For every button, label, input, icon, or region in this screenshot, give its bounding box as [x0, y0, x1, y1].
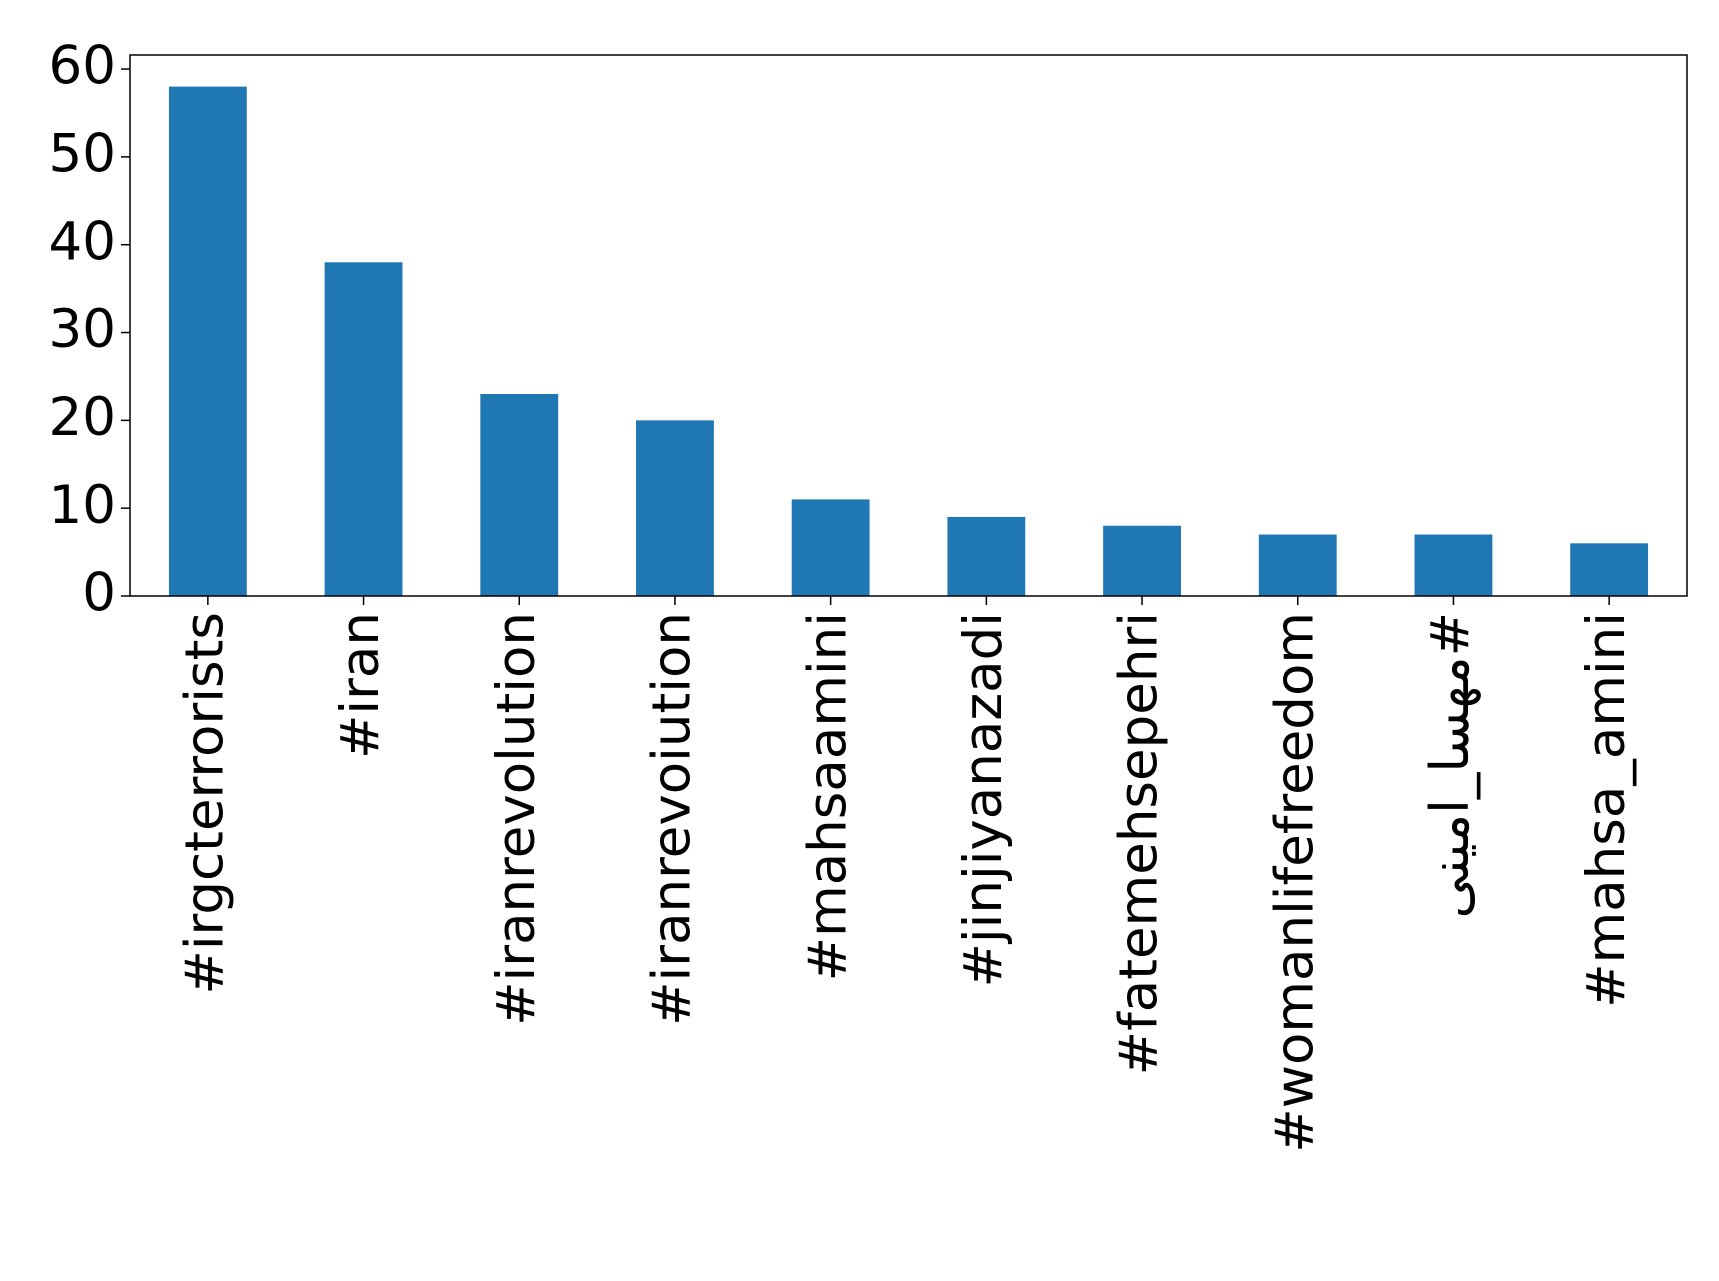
bar — [947, 516, 1026, 596]
bar — [1103, 525, 1181, 596]
x-tick-label: #womanlifefreedom — [1264, 612, 1325, 1153]
y-tick-label: 40 — [49, 211, 116, 272]
x-tick-label: #jinjiyanazadi — [953, 612, 1014, 987]
plot-frame — [129, 54, 1688, 597]
y-tick-label: 60 — [49, 36, 116, 97]
y-tick-label: 50 — [49, 124, 116, 185]
bar — [1258, 534, 1337, 596]
bar — [324, 262, 403, 596]
y-tick-label: 20 — [49, 387, 116, 448]
bar — [168, 86, 247, 596]
bar — [1570, 543, 1649, 596]
bar — [480, 394, 559, 596]
x-tick-label: #iran — [330, 612, 391, 759]
y-tick-label: 0 — [82, 563, 116, 624]
bar — [791, 499, 870, 596]
x-tick-label: #irgcterrorists — [174, 612, 235, 995]
x-tick-label: #iranrevolution — [486, 612, 547, 1026]
x-tick-label: #iranrevoiution — [642, 612, 703, 1026]
x-tick-label: #fatemehsepehri — [1109, 612, 1170, 1075]
x-tick-label: #mahsa_amini — [1576, 612, 1637, 1008]
y-tick-label: 30 — [49, 299, 116, 360]
x-tick-label: #mahsaamini — [797, 612, 858, 981]
bar — [636, 420, 714, 596]
bar — [1414, 534, 1493, 596]
x-tick-label: #مهسا_امینی — [1420, 612, 1481, 918]
y-tick-label: 10 — [49, 475, 116, 536]
